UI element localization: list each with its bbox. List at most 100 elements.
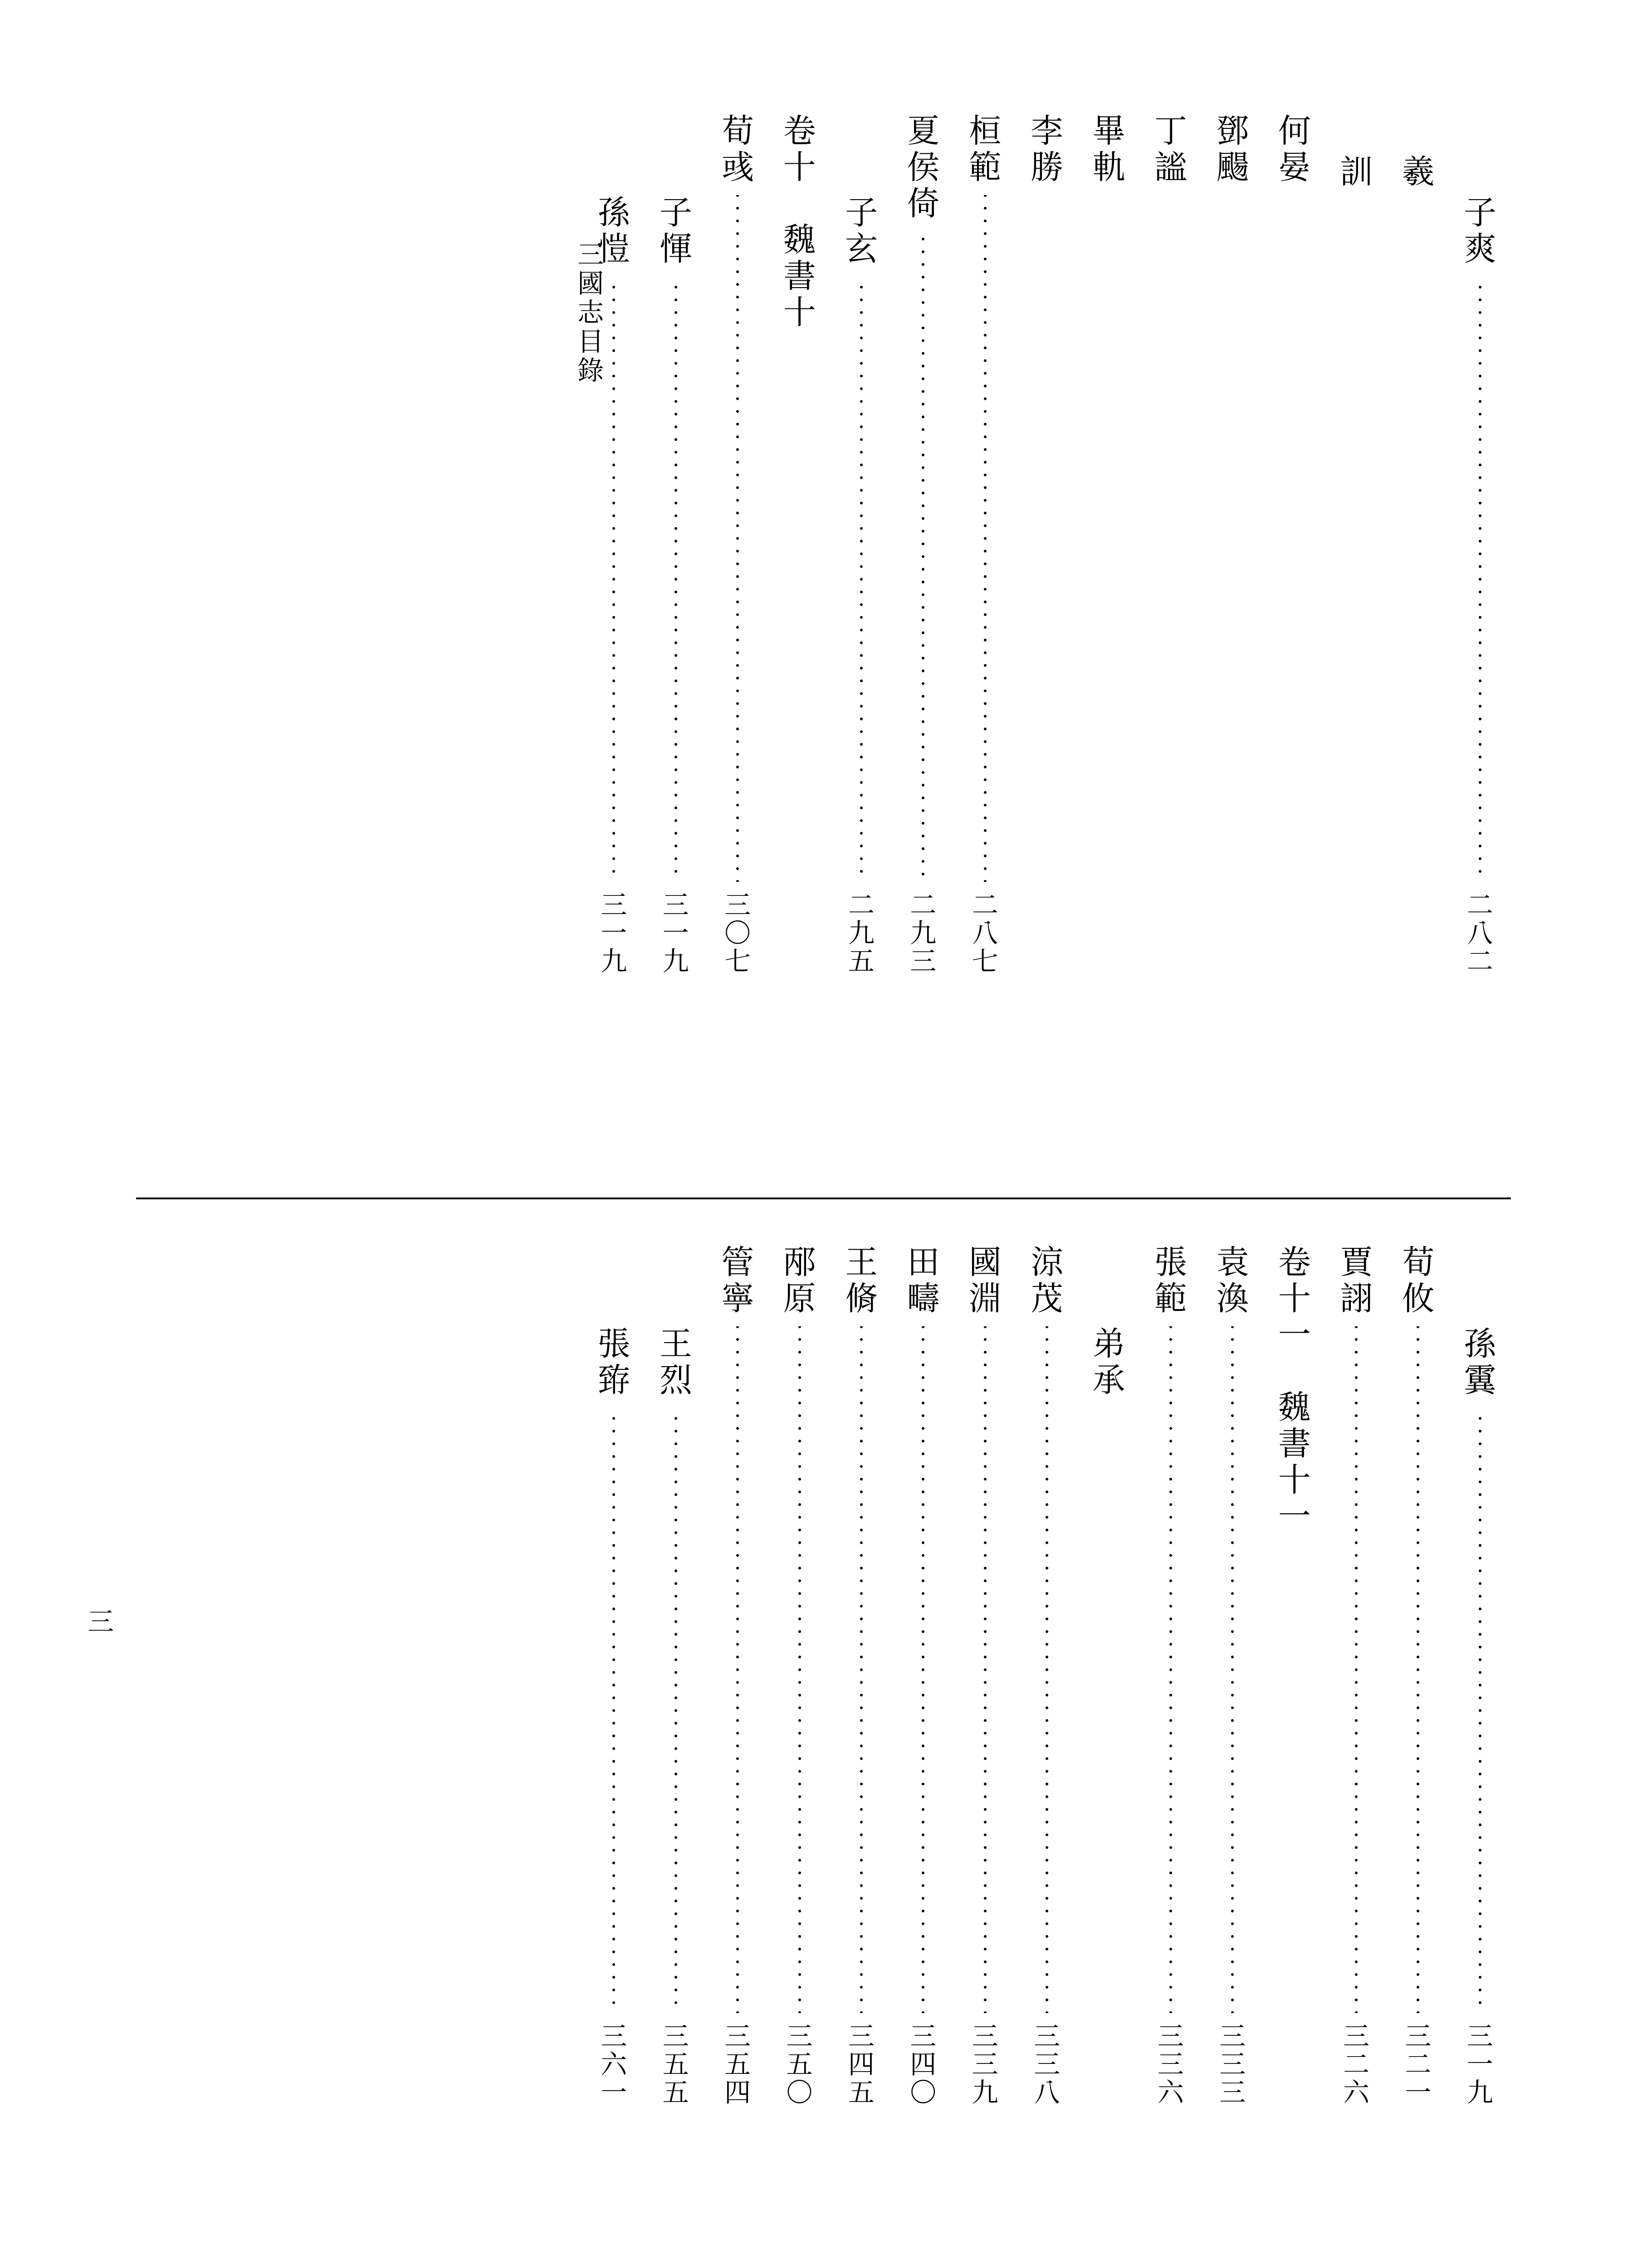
leader-dots [1417,1326,1419,2013]
toc-entry: 邴原 三五〇 [780,1245,819,2107]
toc-entry: 子爽 二八二 [1461,113,1500,975]
entry-name: 王烈 [656,1326,695,1399]
toc-entry: 何晏 [1275,113,1314,975]
leader-dots [984,195,987,882]
leader-dots [674,277,677,882]
toc-entry: 王脩 三四五 [842,1245,881,2107]
entry-name: 訓 [1337,154,1376,191]
leader-dots [922,231,924,882]
entry-name: 王脩 [842,1245,881,1317]
leader-dots [674,1408,677,2013]
top-half: 子爽 二八二 羲 訓 何晏 鄧颺 丁謐 [136,68,1511,1199]
section-heading: 卷十一 魏書十一 [1275,1245,1314,2107]
entry-page-num: 三四〇 [904,2022,942,2107]
entry-page-num: 二九三 [904,891,942,975]
toc-entry: 張臶 三六一 [594,1245,633,2107]
toc-entry: 子惲 三一九 [656,113,695,975]
entry-name: 子爽 [1461,195,1500,268]
section-title: 卷十 魏書十 [780,113,819,331]
leader-dots [1479,277,1481,882]
toc-entry: 管寧 三五四 [718,1245,757,2107]
bottom-half: 孫霬 三一九 荀攸 三二一 賈詡 三二六 卷十一 魏書十一 袁渙 三三三 張範 … [136,1199,1511,2268]
entry-page-num: 三三三 [1213,2022,1251,2107]
entry-name: 管寧 [718,1245,757,1317]
entry-page-num: 三三九 [966,2022,1004,2107]
entry-name: 鄧颺 [1213,113,1252,186]
outer-page-number: 三 [82,1608,120,1634]
running-title: 三國志目錄 [572,240,610,386]
toc-entry: 荀攸 三二一 [1398,1245,1437,2107]
toc-entry: 袁渙 三三三 [1213,1245,1252,2107]
entry-name: 孫霬 [1461,1326,1500,1399]
leader-dots [1169,1326,1172,2013]
leader-dots [1479,1408,1481,2013]
toc-entry: 訓 [1337,113,1376,975]
entry-name: 國淵 [965,1245,1004,1317]
entry-name: 李勝 [1027,113,1066,186]
entry-name: 涼茂 [1027,1245,1066,1317]
toc-entry: 鄧颺 [1213,113,1252,975]
entry-page-num: 三六一 [595,2022,633,2107]
toc-entry: 畢軌 [1089,113,1128,975]
leader-dots [860,277,863,882]
leader-dots [736,195,739,882]
entry-page-num: 三二一 [1399,2022,1437,2107]
entry-page-num: 三一九 [657,891,695,975]
entry-page-num: 三一九 [1461,2022,1499,2107]
entry-page-num: 三〇七 [718,891,757,975]
toc-entry: 荀彧 三〇七 [718,113,757,975]
page-container: 子爽 二八二 羲 訓 何晏 鄧颺 丁謐 [136,68,1511,2268]
entry-name: 邴原 [780,1245,819,1317]
entry-page-num: 三五五 [657,2022,695,2107]
entry-name: 賈詡 [1337,1245,1376,1317]
toc-entry: 賈詡 三二六 [1337,1245,1376,2107]
entry-page-num: 三一九 [595,891,633,975]
entry-name: 荀攸 [1398,1245,1437,1317]
entry-name: 羲 [1398,154,1437,191]
leader-dots [1231,1326,1234,2013]
leader-dots [1355,1326,1358,2013]
toc-entry: 孫霬 三一九 [1461,1245,1500,2107]
leader-dots [736,1326,739,2013]
entry-page-num: 三四五 [842,2022,880,2107]
toc-entry: 涼茂 三三八 [1027,1245,1066,2107]
entry-page-num: 二八七 [966,891,1004,975]
entry-name: 桓範 [965,113,1004,186]
leader-dots [860,1326,863,2013]
entry-name: 荀彧 [718,113,757,186]
entry-name: 子玄 [842,195,881,268]
leader-dots [612,277,615,882]
entry-name: 何晏 [1275,113,1314,186]
entry-name: 畢軌 [1089,113,1128,186]
toc-entry: 李勝 [1027,113,1066,975]
toc-entry: 弟承 [1089,1245,1128,2107]
leader-dots [612,1408,615,2013]
entry-name: 丁謐 [1151,113,1190,186]
toc-entry: 國淵 三三九 [965,1245,1004,2107]
leader-dots [922,1326,924,2013]
entry-page-num: 三三六 [1152,2022,1190,2107]
entry-name: 張臶 [594,1326,633,1399]
toc-entry: 張範 三三六 [1151,1245,1190,2107]
toc-entry: 桓範 二八七 [965,113,1004,975]
entry-page-num: 三五〇 [781,2022,819,2107]
section-title: 卷十一 魏書十一 [1275,1245,1314,1535]
toc-entry: 子玄 二九五 [842,113,881,975]
entry-page-num: 二八二 [1461,891,1499,975]
entry-name: 弟承 [1089,1326,1128,1399]
section-heading: 卷十 魏書十 [780,113,819,975]
toc-entry: 田疇 三四〇 [904,1245,943,2107]
entry-page-num: 三二六 [1337,2022,1375,2107]
entry-name: 夏侯倚 [904,113,943,222]
toc-entry: 夏侯倚 二九三 [904,113,943,975]
entry-page-num: 二九五 [842,891,880,975]
toc-entry: 王烈 三五五 [656,1245,695,2107]
leader-dots [984,1326,987,2013]
entry-name: 田疇 [904,1245,943,1317]
leader-dots [798,1326,801,2013]
entry-page-num: 三五四 [718,2022,757,2107]
leader-dots [1046,1326,1048,2013]
toc-entry: 羲 [1398,113,1437,975]
entry-name: 張範 [1151,1245,1190,1317]
toc-entry: 丁謐 [1151,113,1190,975]
